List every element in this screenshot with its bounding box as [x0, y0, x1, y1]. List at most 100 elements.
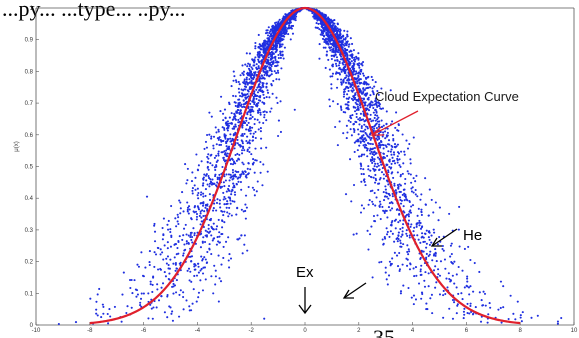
cloud-drop-point [254, 130, 257, 133]
cloud-drop-point [151, 283, 154, 286]
cloud-drop-point [401, 133, 404, 136]
cloud-drop-point [256, 86, 259, 89]
cloud-drop-point [412, 294, 416, 297]
cloud-drop-point [414, 193, 417, 196]
cloud-drop-point [346, 35, 349, 38]
cloud-drop-point [237, 102, 240, 105]
cloud-drop-point [388, 260, 391, 263]
cloud-drop-point [360, 164, 363, 168]
cloud-drop-point [153, 222, 156, 225]
cloud-drop-point [240, 208, 243, 211]
x-tick-label: -8 [87, 328, 93, 334]
cloud-drop-point [391, 156, 394, 159]
cloud-drop-point [355, 55, 358, 58]
cloud-drop-point [451, 317, 455, 320]
cloud-drop-point [276, 101, 279, 105]
cloud-drop-point [265, 111, 268, 114]
cloud-drop-point [374, 173, 377, 177]
cloud-drop-point [334, 42, 337, 46]
cloud-drop-point [363, 137, 366, 140]
cloud-drop-point [231, 171, 235, 174]
cloud-drop-point [218, 173, 221, 176]
cloud-drop-point [435, 281, 438, 284]
cloud-drop-point [408, 236, 411, 239]
cloud-drop-point [374, 168, 377, 171]
cloud-drop-point [251, 186, 254, 189]
cloud-drop-point [206, 155, 209, 158]
cloud-drop-point [415, 274, 418, 277]
cloud-drop-point [196, 194, 199, 197]
cloud-drop-point [379, 177, 382, 180]
cloud-drop-point [199, 210, 202, 213]
cloud-drop-point [385, 145, 388, 148]
cloud-drop-point [236, 177, 239, 180]
cloud-drop-point [207, 153, 210, 156]
cloud-drop-point [357, 118, 360, 121]
cloud-drop-point [239, 74, 242, 77]
cloud-drop-point [352, 233, 355, 236]
cloud-drop-point [135, 289, 139, 292]
cloud-drop-point [174, 262, 177, 265]
cloud-drop-point [268, 96, 271, 99]
cloud-drop-point [382, 124, 385, 127]
cloud-drop-point [420, 264, 423, 267]
cloud-drop-point [391, 207, 394, 210]
cloud-drop-point [200, 201, 203, 205]
cloud-drop-point [382, 152, 385, 155]
cloud-drop-point [386, 216, 389, 219]
cloud-drop-point [218, 231, 221, 234]
cloud-drop-point [431, 259, 434, 262]
cloud-drop-point [232, 94, 235, 97]
cloud-drop-point [385, 134, 388, 137]
cloud-drop-point [222, 158, 225, 161]
cloud-drop-point [191, 192, 194, 195]
cloud-drop-point [95, 308, 98, 311]
cloud-drop-point [359, 130, 362, 133]
cloud-drop-point [342, 95, 345, 98]
cloud-drop-point [229, 133, 232, 136]
cloud-drop-point [366, 147, 369, 150]
cloud-drop-point [373, 151, 376, 154]
cloud-drop-point [190, 260, 193, 263]
cloud-drop-point [391, 195, 394, 198]
cloud-drop-point [401, 230, 404, 233]
cloud-drop-point [236, 142, 239, 145]
cloud-drop-point [364, 128, 367, 131]
cloud-drop-point [232, 177, 235, 180]
cloud-drop-point [509, 294, 512, 297]
cloud-drop-point [204, 204, 207, 207]
plot-axes: -10 -8 -6 -4 -2 0 2 4 6 8 10 00.10.20.30.40.50.60.… [14, 6, 578, 334]
cloud-drop-point [404, 177, 407, 181]
cloud-drop-point [389, 150, 392, 153]
cloud-drop-point [378, 137, 381, 140]
cloud-drop-point [289, 19, 292, 22]
cloud-drop-point [249, 168, 252, 171]
cloud-drop-point [383, 156, 386, 159]
cloud-drop-point [214, 168, 217, 171]
cloud-drop-point [449, 244, 452, 247]
cloud-drop-point [279, 100, 282, 103]
cloud-drop-point [224, 116, 227, 119]
cloud-drop-point [193, 263, 196, 266]
cloud-drop-point [148, 263, 151, 267]
cloud-drop-point [237, 180, 240, 183]
cloud-drop-point [397, 129, 400, 132]
cloud-drop-point [420, 291, 424, 294]
cloud-drop-point [200, 160, 203, 163]
cloud-drop-point [217, 254, 220, 257]
cloud-drop-point [253, 58, 256, 61]
cloud-drop-point [222, 119, 225, 122]
cloud-drop-point [363, 140, 366, 143]
cloud-drop-point [264, 49, 267, 52]
cloud-drop-point [210, 253, 213, 256]
cloud-drop-point [256, 91, 260, 94]
cloud-drop-point [376, 105, 379, 109]
cloud-drop-point [392, 139, 395, 142]
cloud-drop-point [248, 150, 251, 154]
cloud-drop-point [240, 234, 243, 237]
cloud-drop-point [243, 243, 246, 246]
cloud-drop-point [233, 147, 236, 150]
cloud-drop-point [288, 27, 291, 30]
cloud-drop-point [441, 247, 444, 251]
cloud-drop-point [435, 260, 438, 263]
